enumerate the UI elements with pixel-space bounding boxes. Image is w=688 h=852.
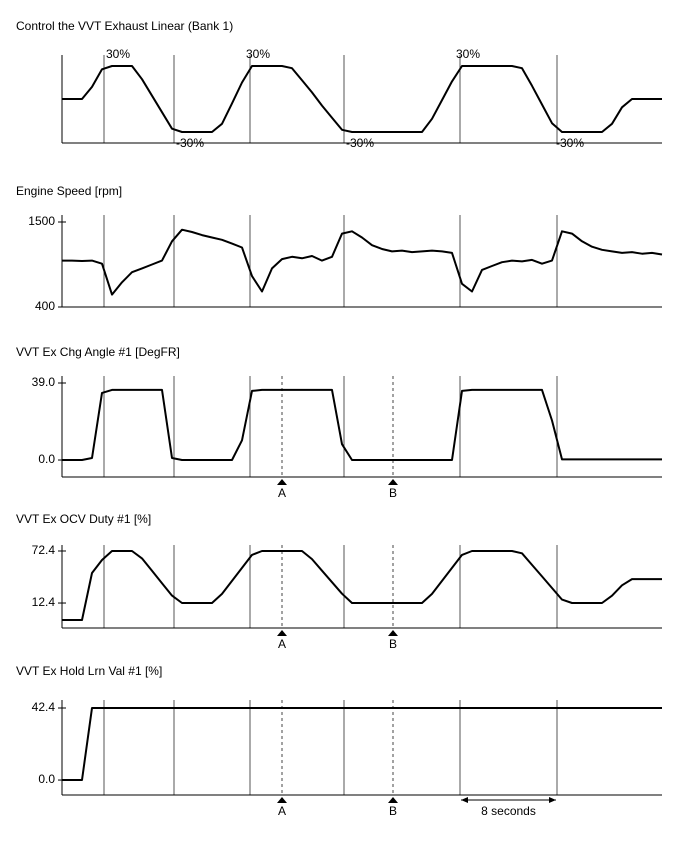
value-label: 30%	[106, 47, 130, 61]
marker-label: A	[278, 486, 286, 500]
value-label: -30%	[556, 136, 584, 150]
y-tick-label: 400	[35, 299, 55, 313]
marker-label: A	[278, 804, 286, 818]
panel-title: Engine Speed [rpm]	[16, 184, 122, 198]
y-tick-label: 0.0	[38, 452, 55, 466]
trace	[62, 550, 662, 621]
trace	[62, 65, 662, 133]
value-label: 30%	[456, 47, 480, 61]
trace	[62, 228, 663, 296]
y-tick-label: 72.4	[32, 543, 56, 557]
trace	[62, 707, 662, 781]
marker-arrow	[277, 797, 287, 803]
y-tick-label: 42.4	[32, 700, 56, 714]
panel-title: VVT Ex Hold Lrn Val #1 [%]	[16, 664, 162, 678]
marker-label: B	[389, 804, 397, 818]
span-label: 8 seconds	[481, 804, 536, 818]
value-label: 30%	[246, 47, 270, 61]
trace	[62, 388, 662, 461]
y-tick-label: 12.4	[32, 595, 56, 609]
marker-arrow	[277, 479, 287, 485]
value-label: -30%	[346, 136, 374, 150]
marker-label: B	[389, 637, 397, 651]
marker-arrow	[388, 630, 398, 636]
panel-title: VVT Ex Chg Angle #1 [DegFR]	[16, 345, 180, 359]
y-tick-label: 39.0	[32, 375, 56, 389]
marker-arrow	[277, 630, 287, 636]
panel-title: VVT Ex OCV Duty #1 [%]	[16, 512, 151, 526]
y-tick-label: 1500	[28, 214, 55, 228]
y-tick-label: 0.0	[38, 772, 55, 786]
value-label: -30%	[176, 136, 204, 150]
marker-label: B	[389, 486, 397, 500]
marker-label: A	[278, 637, 286, 651]
panel-title: Control the VVT Exhaust Linear (Bank 1)	[16, 19, 233, 33]
marker-arrow	[388, 479, 398, 485]
marker-arrow	[388, 797, 398, 803]
